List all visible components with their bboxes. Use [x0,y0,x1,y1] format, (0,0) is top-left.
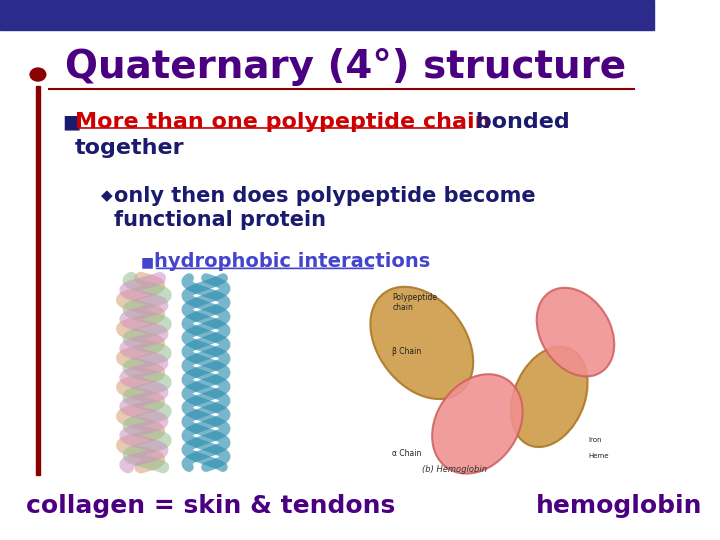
Text: Quaternary (4°) structure: Quaternary (4°) structure [66,49,626,86]
Text: ■: ■ [62,112,81,131]
Ellipse shape [511,347,588,447]
Text: bonded: bonded [468,111,570,132]
Ellipse shape [536,288,614,376]
Text: functional protein: functional protein [114,210,326,231]
Text: β Chain: β Chain [392,347,422,355]
Text: (b) Hemoglobin: (b) Hemoglobin [422,465,487,474]
Text: More than one polypeptide chain: More than one polypeptide chain [75,111,491,132]
Ellipse shape [370,287,473,399]
Text: ■: ■ [140,255,154,269]
Text: ◆: ◆ [102,188,113,204]
Text: Iron: Iron [588,437,602,443]
Circle shape [30,68,46,81]
Ellipse shape [432,374,523,474]
Text: collagen = skin & tendons: collagen = skin & tendons [26,495,395,518]
Text: hemoglobin: hemoglobin [536,495,703,518]
Text: together: together [75,138,185,158]
Text: Polypeptide
chain: Polypeptide chain [392,293,437,312]
Bar [0,0,654,30]
Text: hydrophobic interactions: hydrophobic interactions [153,252,430,272]
Bar [36,86,40,475]
Text: only then does polypeptide become: only then does polypeptide become [114,186,536,206]
Text: α Chain: α Chain [392,449,422,458]
Text: Heme: Heme [588,453,609,460]
